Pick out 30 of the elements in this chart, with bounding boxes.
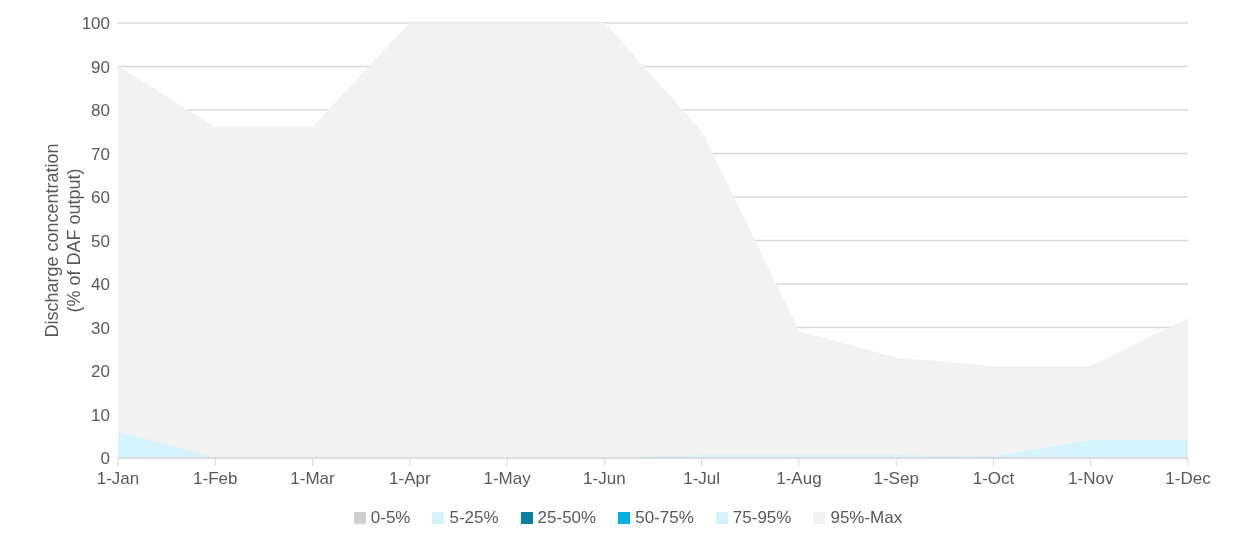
x-tick-label: 1-Feb (193, 469, 238, 489)
x-tick-label: 1-Jul (683, 469, 721, 489)
x-tick-label: 1-May (483, 469, 532, 489)
x-tick-label: 1-Dec (1165, 469, 1212, 489)
y-tick-label: 90 (91, 57, 110, 77)
y-tick-label: 10 (91, 405, 110, 425)
legend-label: 50-75% (635, 508, 694, 528)
legend-label: 5-25% (449, 508, 499, 528)
y-tick-label: 50 (91, 231, 110, 251)
x-tick-label: 1-Aug (776, 469, 822, 489)
x-tick-label: 1-Apr (389, 469, 431, 489)
x-tick-label: 1-Sep (873, 469, 919, 489)
x-tick-label: 1-Oct (972, 469, 1015, 489)
x-tick-label: 1-Jan (96, 469, 140, 489)
legend-label: 95%-Max (830, 508, 903, 528)
legend-label: 75-95% (732, 508, 792, 528)
y-tick-label: 80 (91, 101, 110, 121)
y-tick-label: 100 (81, 14, 110, 34)
y-tick-label: 20 (91, 362, 110, 382)
y-tick-label: 70 (91, 144, 110, 164)
y-tick-label: 60 (91, 188, 110, 208)
x-tick-label: 1-Nov (1068, 469, 1114, 489)
y-tick-label: 30 (91, 318, 110, 338)
y-axis-title: Discharge concentration (% of DAF output) (42, 143, 84, 338)
legend-label: 0-5% (370, 508, 411, 528)
x-tick-label: 1-Mar (290, 469, 336, 489)
y-tick-label: 40 (91, 275, 110, 295)
x-tick-label: 1-Jun (583, 469, 626, 489)
y-tick-label: 0 (100, 449, 110, 469)
legend-label: 25-50% (537, 508, 597, 528)
